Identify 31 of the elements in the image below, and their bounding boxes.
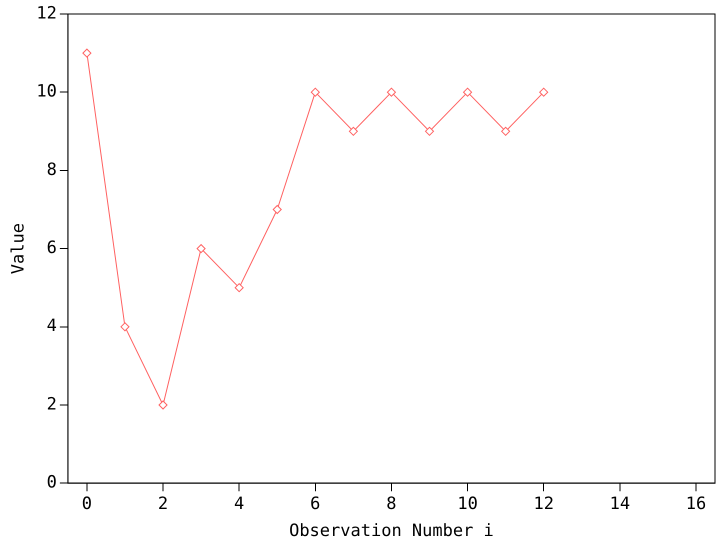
point: [539, 88, 548, 97]
x-tick-label: 16: [686, 494, 706, 514]
point: [501, 126, 510, 136]
point: [425, 126, 434, 136]
x-tick-label: 14: [610, 494, 630, 514]
y-tick-label: 0: [46, 472, 57, 493]
point: [386, 88, 396, 97]
x-tick-label: 12: [533, 494, 554, 514]
x-axis-title: Observation Number i: [289, 521, 494, 542]
x-tick-label: 4: [234, 494, 244, 514]
y-tick-label: 2: [46, 394, 57, 414]
x-tick-label: 10: [457, 494, 478, 514]
point: [348, 126, 358, 136]
x-tick-label: 6: [310, 494, 320, 514]
point: [82, 48, 92, 58]
x-tick-label: 0: [82, 494, 92, 514]
point: [463, 88, 472, 97]
y-tick-label: 8: [46, 160, 57, 180]
x-tick-label: 8: [386, 494, 397, 514]
point: [234, 283, 244, 292]
y-tick-label: 12: [36, 3, 57, 24]
point: [120, 322, 130, 332]
point: [272, 205, 282, 214]
point: [196, 244, 206, 254]
point: [310, 88, 320, 97]
y-tick-label: 4: [46, 316, 57, 336]
y-tick-label: 6: [46, 238, 57, 258]
point: [158, 400, 168, 410]
x-tick-label: 2: [158, 494, 168, 514]
y-axis-title: Value: [8, 223, 29, 274]
y-tick-label: 10: [36, 82, 57, 102]
